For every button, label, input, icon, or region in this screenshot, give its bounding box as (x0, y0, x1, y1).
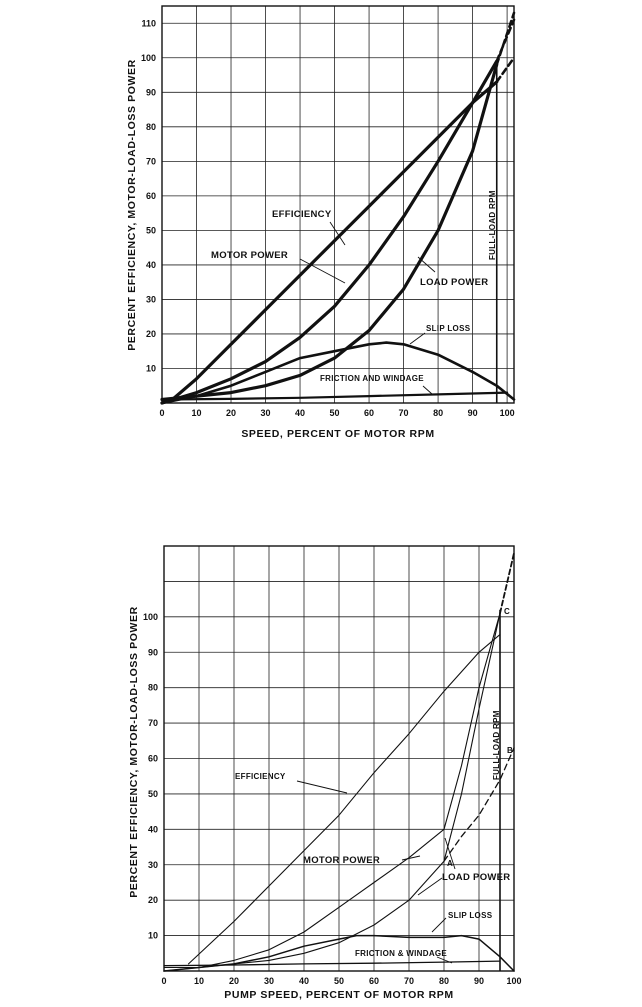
dashed-extension-bottom (499, 552, 515, 615)
label-full-load-top: FULL-LOAD RPM (488, 190, 497, 260)
ticks-top: 0 10 20 30 40 50 60 70 80 90 100 10 20 30 40 50 60 70 80 90… (141, 18, 515, 418)
x-tick-60-top: 60 (364, 408, 374, 418)
x-axis-label-bottom: PUMP SPEED, PERCENT OF MOTOR RPM (224, 989, 453, 1001)
y-tick-100-top: 100 (141, 53, 156, 63)
y-tick-10-bottom: 10 (148, 931, 158, 941)
point-label-a: A (447, 859, 453, 868)
x-tick-0-top: 0 (159, 408, 164, 418)
x-tick-10-top: 10 (192, 408, 202, 418)
y-tick-100-bottom: 100 (143, 612, 158, 622)
y-tick-40-bottom: 40 (148, 824, 158, 834)
label-motor-power-bottom: MOTOR POWER (303, 855, 380, 866)
label-efficiency-top: EFFICIENCY (272, 209, 332, 220)
series-friction-and-windage-top (160, 391, 509, 401)
series-top (160, 11, 516, 405)
arrow-motor-power-bottom (401, 855, 421, 861)
arrow-slip-loss-bottom (431, 917, 447, 933)
x-tick-50-top: 50 (330, 408, 340, 418)
x-tick-20-top: 20 (226, 408, 236, 418)
plot-frame-bottom (163, 545, 515, 972)
y-tick-30-top: 30 (146, 294, 156, 304)
point-label-b: B (507, 746, 513, 755)
chart-bottom: 0 10 20 30 40 50 60 70 80 90 100 10 20 30 40 50 60 70 80 90… (128, 545, 522, 1001)
y-tick-30-bottom: 30 (148, 860, 158, 870)
series-slip-loss-bottom (163, 934, 515, 972)
label-friction-bottom: FRICTION & WINDAGE (355, 949, 447, 958)
label-motor-power-top: MOTOR POWER (211, 250, 288, 261)
series-efficiency-bottom (187, 633, 501, 965)
series-load-power-top (160, 63, 499, 402)
grid-top (162, 6, 514, 403)
y-axis-label-bottom: PERCENT EFFICIENCY, MOTOR-LOAD-LOSS POWE… (128, 606, 140, 898)
series-load-power-extension-top (495, 11, 516, 66)
y-tick-40-top: 40 (146, 260, 156, 270)
ticks-bottom: 0 10 20 30 40 50 60 70 80 90 100 10 20 30 40 50 60 70 80 90… (143, 612, 522, 986)
label-load-power-top: LOAD POWER (420, 277, 488, 288)
label-friction-top: FRICTION AND WINDAGE (320, 374, 424, 383)
arrow-efficiency-bottom (296, 780, 348, 794)
series-motor-power-bottom (163, 612, 501, 972)
y-tick-60-bottom: 60 (148, 754, 158, 764)
x-tick-80-bottom: 80 (439, 976, 449, 986)
y-tick-90-top: 90 (146, 87, 156, 97)
x-tick-100-bottom: 100 (506, 976, 521, 986)
y-tick-90-bottom: 90 (148, 647, 158, 657)
series-friction-windage-bottom (163, 960, 501, 967)
x-tick-50-bottom: 50 (334, 976, 344, 986)
x-tick-0-bottom: 0 (161, 976, 166, 986)
chart-top: 0 10 20 30 40 50 60 70 80 90 100 10 20 30 40 50 60 70 80 90… (126, 5, 516, 440)
y-tick-80-bottom: 80 (148, 683, 158, 693)
y-tick-20-bottom: 20 (148, 895, 158, 905)
x-tick-90-bottom: 90 (474, 976, 484, 986)
arrow-friction-bottom (436, 956, 453, 964)
series-motor-power-top (160, 59, 499, 405)
arrow-load-power-bottom (444, 837, 456, 870)
x-tick-90-top: 90 (468, 408, 478, 418)
x-tick-30-top: 30 (261, 408, 271, 418)
label-load-power-bottom: LOAD POWER (442, 872, 510, 883)
y-tick-50-bottom: 50 (148, 789, 158, 799)
point-label-c: C (504, 607, 510, 616)
y-tick-70-top: 70 (146, 156, 156, 166)
x-tick-40-bottom: 40 (299, 976, 309, 986)
y-axis-label-top: PERCENT EFFICIENCY, MOTOR-LOAD-LOSS POWE… (126, 59, 138, 351)
arrow-slip-loss-top (409, 332, 426, 345)
x-tick-80-top: 80 (433, 408, 443, 418)
y-tick-60-top: 60 (146, 191, 156, 201)
label-full-load-bottom: FULL-LOAD RPM (492, 710, 501, 780)
series-slip-loss-top (160, 341, 516, 405)
y-tick-10-top: 10 (146, 363, 156, 373)
x-axis-label-top: SPEED, PERCENT OF MOTOR RPM (241, 428, 434, 440)
arrow-load-power-top (417, 256, 436, 273)
series-load-power-extension-bottom (443, 747, 515, 862)
y-tick-80-top: 80 (146, 122, 156, 132)
arrow-efficiency-top (329, 221, 346, 246)
x-tick-10-bottom: 10 (194, 976, 204, 986)
plot-frame-top (161, 5, 515, 404)
x-tick-100-top: 100 (500, 408, 515, 418)
arrow-load-power-bottom-2 (417, 877, 443, 896)
y-tick-50-top: 50 (146, 225, 156, 235)
label-slip-loss-bottom: SLIP LOSS (448, 911, 493, 920)
series-efficiency-top (160, 80, 499, 405)
series-efficiency-extension-top (495, 56, 516, 84)
x-tick-20-bottom: 20 (229, 976, 239, 986)
label-efficiency-bottom: EFFICIENCY (235, 772, 286, 781)
y-tick-20-top: 20 (146, 329, 156, 339)
x-tick-40-top: 40 (295, 408, 305, 418)
x-tick-30-bottom: 30 (264, 976, 274, 986)
x-tick-70-bottom: 70 (404, 976, 414, 986)
arrow-friction-top (422, 385, 433, 395)
label-slip-loss-top: SLIP LOSS (426, 324, 471, 333)
arrow-motor-power-top (299, 258, 346, 284)
series-bottom (163, 552, 515, 972)
x-tick-60-bottom: 60 (369, 976, 379, 986)
y-tick-110-top: 110 (141, 18, 156, 28)
y-tick-70-bottom: 70 (148, 718, 158, 728)
x-tick-70-top: 70 (399, 408, 409, 418)
